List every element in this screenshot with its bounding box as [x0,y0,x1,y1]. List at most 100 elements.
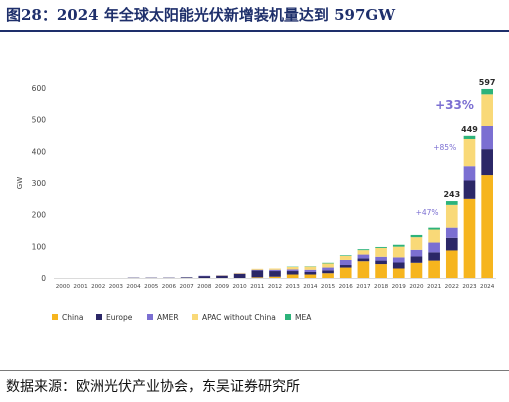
bar-segment [269,269,281,272]
bar-segment [339,267,352,278]
bar-segment [251,277,264,278]
bar-segment [410,256,423,263]
growth-label: +85% [433,143,456,152]
bar-segment [410,262,423,278]
bar-segment [392,268,405,278]
x-tick-label: 2021 [427,284,442,290]
bar-segment [339,265,352,268]
x-tick-label: 2023 [462,284,477,290]
bar-segment [375,264,387,278]
bar-segment [251,269,264,271]
legend-swatch [285,314,291,320]
total-label: 243 [443,190,460,199]
source-rule [0,370,509,371]
bar-segment [410,234,423,238]
bar-segment [392,262,405,269]
bar-segment [339,255,352,256]
bars [127,88,493,278]
bar-segment [304,271,317,275]
growth-label: +47% [416,208,439,217]
total-label: 597 [479,78,496,87]
y-tick-label: 300 [32,179,47,188]
x-tick-label: 2012 [268,284,282,290]
bar-segment [392,246,405,258]
bar-segment [233,273,246,278]
y-tick-label: 100 [32,242,47,251]
x-tick-label: 2018 [374,284,389,290]
x-tick-label: 2016 [339,284,354,290]
x-tick-label: 2010 [233,284,248,290]
y-tick-label: 500 [32,116,47,125]
bar-segment [304,269,317,272]
bar-segment [357,254,370,259]
bar-segment [322,273,334,278]
legend: China Europe AMER APAC without China MEA [52,313,312,322]
bar-segment [410,249,423,257]
bar-segment [428,227,440,230]
bar-segment [322,270,334,274]
x-tick-label: 2015 [321,284,336,290]
bar-segment [445,237,458,251]
bar-segment [357,250,370,255]
x-tick-label: 2011 [250,284,265,290]
figure-title: 图28：2024 年全球太阳能光伏新增装机量达到 597GW [6,6,396,24]
legend-swatch [96,314,102,320]
y-tick-label: 0 [41,274,46,283]
bar-segment [445,227,458,238]
bar-segment [322,262,334,264]
x-tick-label: 2008 [197,284,212,290]
title-rule [0,30,509,32]
x-tick-label: 2020 [409,284,424,290]
x-tick-label: 2019 [392,284,407,290]
bar-segment [304,266,317,270]
bar-segment [339,259,352,266]
legend-label: MEA [295,313,312,322]
bar-segment [428,242,440,253]
bar-segment [322,267,334,271]
x-tick-label: 2006 [162,284,177,290]
bar-segment [375,260,387,265]
bar-segment [216,275,228,278]
x-tick-label: 2000 [56,284,71,290]
bar-segment [428,260,440,278]
bar-segment [392,244,405,247]
bar-segment [445,204,458,228]
x-tick-label: 2017 [356,284,371,290]
bar-segment [198,276,211,278]
x-tick-label: 2005 [144,284,159,290]
x-tick-label: 2002 [91,284,105,290]
x-tick-label: 2001 [73,284,88,290]
legend-swatch [192,314,198,320]
y-tick-label: 400 [32,147,47,156]
bar-segment [463,135,476,139]
legend-label: Europe [106,313,133,322]
bar-segment [286,266,299,270]
x-tick-label: 2007 [179,284,194,290]
bar-segment [251,268,264,270]
bar-segment [375,256,387,261]
bar-segment [304,274,317,278]
bar-segment [463,180,476,199]
y-axis-label: GW [16,177,24,189]
x-axis: 2000 2001 2002 2003 2004 2005 2006 2007 2008 2009… [54,278,496,290]
bar-segment [233,272,246,274]
x-tick-label: 2003 [109,284,124,290]
bar-segment [357,258,370,262]
source-note: 数据来源：欧洲光伏产业协会，东吴证券研究所 [6,379,300,395]
bar-segment [481,94,493,126]
total-label: 449 [461,125,478,134]
bar-segment [269,268,281,270]
bar-segment [375,246,387,248]
legend-label: China [62,313,83,322]
y-tick-label: 600 [32,84,47,93]
x-tick-label: 2013 [286,284,301,290]
x-tick-label: 2004 [126,284,141,290]
y-axis: 0 100 200 300 400 500 600 GW [16,84,46,283]
legend-label: AMER [157,313,179,322]
bar-segment [286,271,299,275]
bar-segment [286,269,299,272]
y-tick-label: 200 [32,211,47,220]
x-tick-label: 2022 [445,284,459,290]
x-tick-label: 2024 [480,284,495,290]
